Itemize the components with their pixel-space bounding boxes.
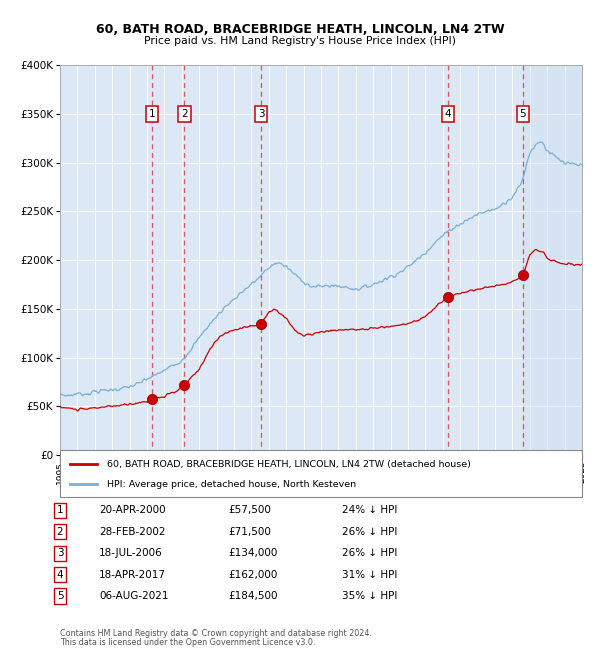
Text: 06-AUG-2021: 06-AUG-2021 bbox=[99, 591, 169, 601]
Text: HPI: Average price, detached house, North Kesteven: HPI: Average price, detached house, Nort… bbox=[107, 480, 356, 489]
Text: 1: 1 bbox=[149, 109, 155, 119]
Text: This data is licensed under the Open Government Licence v3.0.: This data is licensed under the Open Gov… bbox=[60, 638, 316, 647]
Text: 2: 2 bbox=[56, 526, 64, 537]
Text: 18-APR-2017: 18-APR-2017 bbox=[99, 569, 166, 580]
Point bbox=[518, 270, 527, 280]
Text: 28-FEB-2002: 28-FEB-2002 bbox=[99, 526, 166, 537]
Text: 5: 5 bbox=[56, 591, 64, 601]
Text: 4: 4 bbox=[445, 109, 451, 119]
Text: £184,500: £184,500 bbox=[228, 591, 277, 601]
Text: Contains HM Land Registry data © Crown copyright and database right 2024.: Contains HM Land Registry data © Crown c… bbox=[60, 629, 372, 638]
Bar bbox=[523, 65, 582, 455]
Text: 18-JUL-2006: 18-JUL-2006 bbox=[99, 548, 163, 558]
Text: 35% ↓ HPI: 35% ↓ HPI bbox=[342, 591, 397, 601]
Point bbox=[179, 380, 189, 391]
Text: 1: 1 bbox=[56, 505, 64, 515]
Text: 3: 3 bbox=[257, 109, 264, 119]
Text: 26% ↓ HPI: 26% ↓ HPI bbox=[342, 526, 397, 537]
Text: 60, BATH ROAD, BRACEBRIDGE HEATH, LINCOLN, LN4 2TW (detached house): 60, BATH ROAD, BRACEBRIDGE HEATH, LINCOL… bbox=[107, 460, 471, 469]
Text: £57,500: £57,500 bbox=[228, 505, 271, 515]
Text: £162,000: £162,000 bbox=[228, 569, 277, 580]
Point bbox=[148, 394, 157, 404]
Text: 24% ↓ HPI: 24% ↓ HPI bbox=[342, 505, 397, 515]
Text: 26% ↓ HPI: 26% ↓ HPI bbox=[342, 548, 397, 558]
Point bbox=[443, 292, 453, 302]
Text: 5: 5 bbox=[520, 109, 526, 119]
Text: 2: 2 bbox=[181, 109, 188, 119]
Text: 3: 3 bbox=[56, 548, 64, 558]
FancyBboxPatch shape bbox=[60, 450, 582, 497]
Text: £71,500: £71,500 bbox=[228, 526, 271, 537]
Text: £134,000: £134,000 bbox=[228, 548, 277, 558]
Text: 31% ↓ HPI: 31% ↓ HPI bbox=[342, 569, 397, 580]
Text: 4: 4 bbox=[56, 569, 64, 580]
Point bbox=[256, 319, 266, 330]
Text: 20-APR-2000: 20-APR-2000 bbox=[99, 505, 166, 515]
Text: Price paid vs. HM Land Registry's House Price Index (HPI): Price paid vs. HM Land Registry's House … bbox=[144, 36, 456, 46]
Text: 60, BATH ROAD, BRACEBRIDGE HEATH, LINCOLN, LN4 2TW: 60, BATH ROAD, BRACEBRIDGE HEATH, LINCOL… bbox=[95, 23, 505, 36]
